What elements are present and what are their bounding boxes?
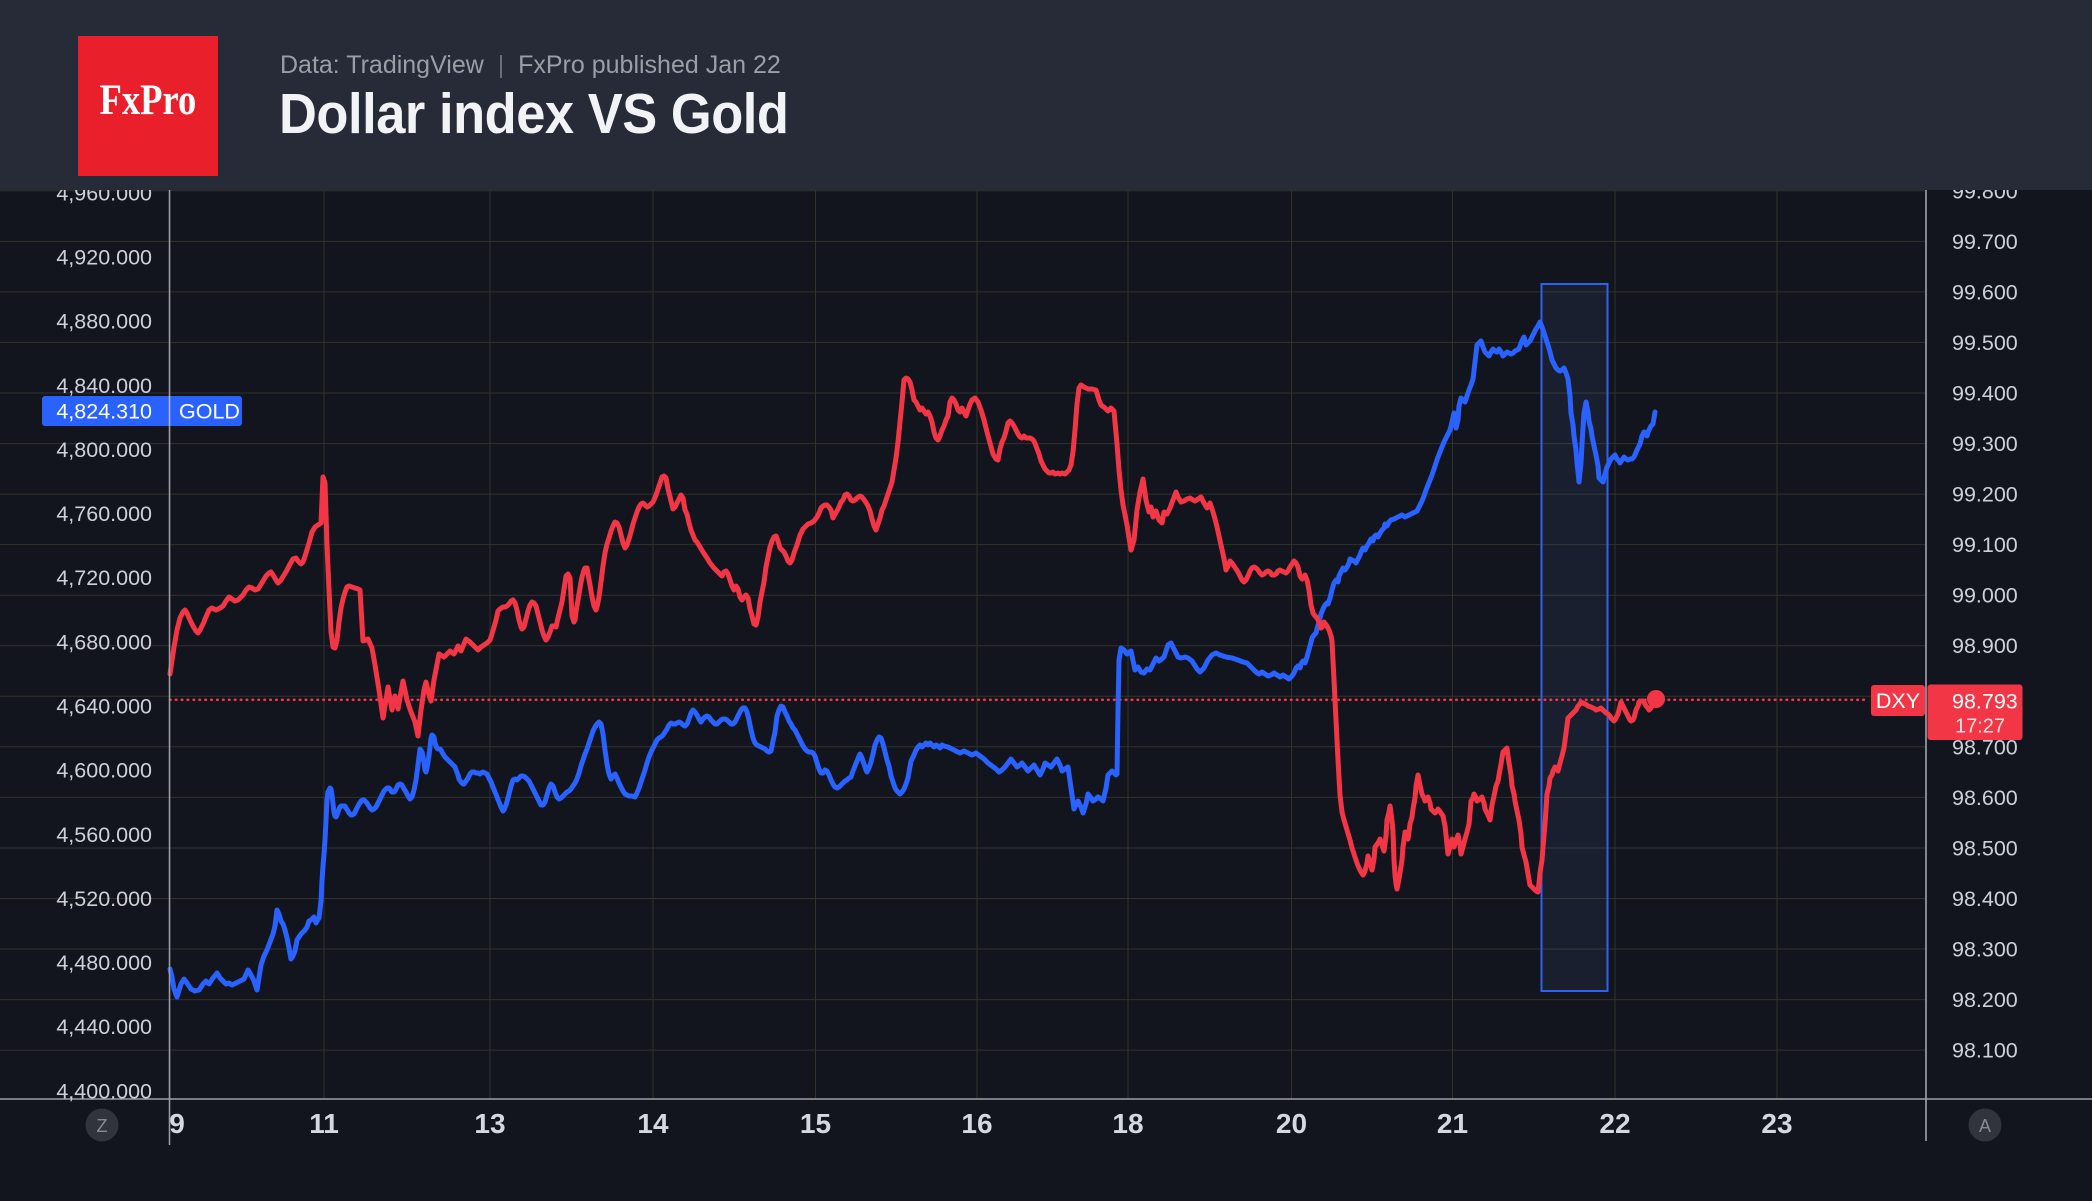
svg-text:99.400: 99.400 [1952, 382, 2018, 406]
svg-text:4,560.000: 4,560.000 [56, 823, 152, 847]
svg-text:98.300: 98.300 [1952, 938, 2018, 962]
svg-text:22: 22 [1599, 1108, 1630, 1139]
svg-text:4,840.000: 4,840.000 [56, 374, 152, 398]
svg-text:99.000: 99.000 [1952, 584, 2018, 608]
svg-text:21: 21 [1437, 1108, 1468, 1139]
svg-text:17:27: 17:27 [1955, 716, 2005, 738]
svg-text:9: 9 [169, 1108, 185, 1139]
svg-text:4,640.000: 4,640.000 [56, 695, 152, 719]
svg-text:98.200: 98.200 [1952, 988, 2018, 1012]
svg-text:4,440.000: 4,440.000 [56, 1015, 152, 1039]
svg-text:98.793: 98.793 [1952, 690, 2018, 714]
svg-text:99.100: 99.100 [1952, 533, 2018, 557]
svg-text:15: 15 [800, 1108, 831, 1139]
svg-text:GOLD: GOLD [179, 400, 240, 424]
svg-text:99.700: 99.700 [1952, 230, 2018, 254]
svg-text:4,720.000: 4,720.000 [56, 566, 152, 590]
svg-text:4,880.000: 4,880.000 [56, 310, 152, 334]
svg-text:14: 14 [637, 1108, 669, 1139]
svg-text:99.300: 99.300 [1952, 432, 2018, 456]
svg-text:16: 16 [961, 1108, 992, 1139]
svg-text:A: A [1979, 1116, 1991, 1136]
svg-text:4,680.000: 4,680.000 [56, 630, 152, 654]
svg-text:98.500: 98.500 [1952, 837, 2018, 861]
svg-text:98.400: 98.400 [1952, 887, 2018, 911]
svg-text:11: 11 [309, 1108, 339, 1139]
svg-text:Z: Z [97, 1116, 108, 1136]
svg-text:23: 23 [1761, 1108, 1792, 1139]
svg-text:99.200: 99.200 [1952, 483, 2018, 507]
svg-text:99.600: 99.600 [1952, 280, 2018, 304]
svg-text:13: 13 [474, 1108, 505, 1139]
svg-text:4,920.000: 4,920.000 [56, 246, 152, 270]
svg-text:DXY: DXY [1876, 689, 1920, 713]
svg-text:4,400.000: 4,400.000 [56, 1079, 152, 1103]
svg-text:18: 18 [1112, 1108, 1143, 1139]
svg-text:99.500: 99.500 [1952, 331, 2018, 355]
svg-text:20: 20 [1276, 1108, 1307, 1139]
svg-text:4,480.000: 4,480.000 [56, 951, 152, 975]
svg-text:98.600: 98.600 [1952, 786, 2018, 810]
svg-text:4,760.000: 4,760.000 [56, 502, 152, 526]
svg-text:4,824.310: 4,824.310 [56, 400, 152, 424]
svg-text:4,800.000: 4,800.000 [56, 438, 152, 462]
svg-text:98.900: 98.900 [1952, 634, 2018, 658]
svg-text:4,520.000: 4,520.000 [56, 887, 152, 911]
svg-text:98.100: 98.100 [1952, 1039, 2018, 1063]
svg-text:4,600.000: 4,600.000 [56, 759, 152, 783]
